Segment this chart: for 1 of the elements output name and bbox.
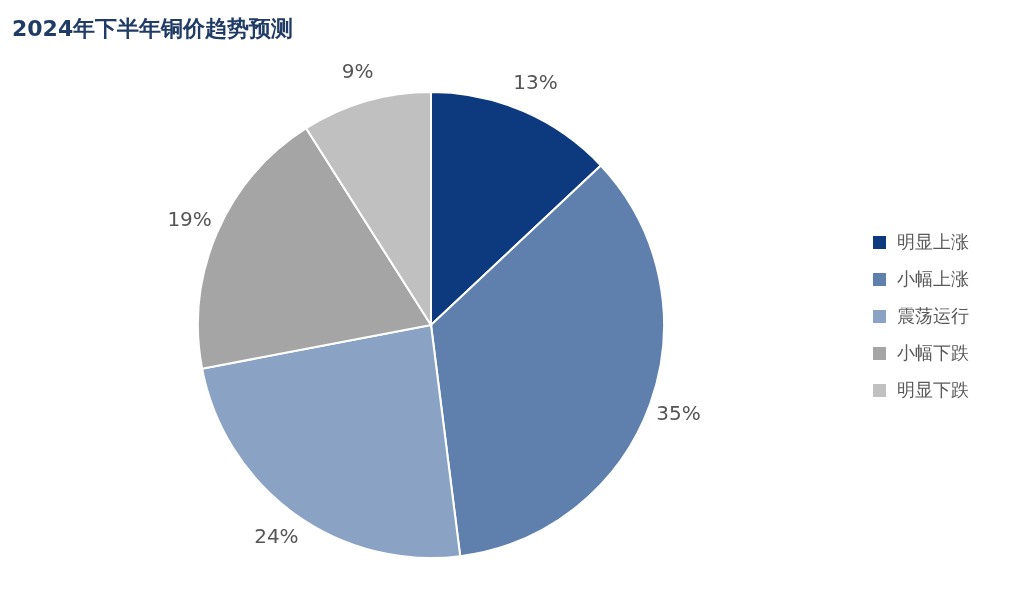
title: 2024年下半年铜价趋势预测 [12,16,294,41]
